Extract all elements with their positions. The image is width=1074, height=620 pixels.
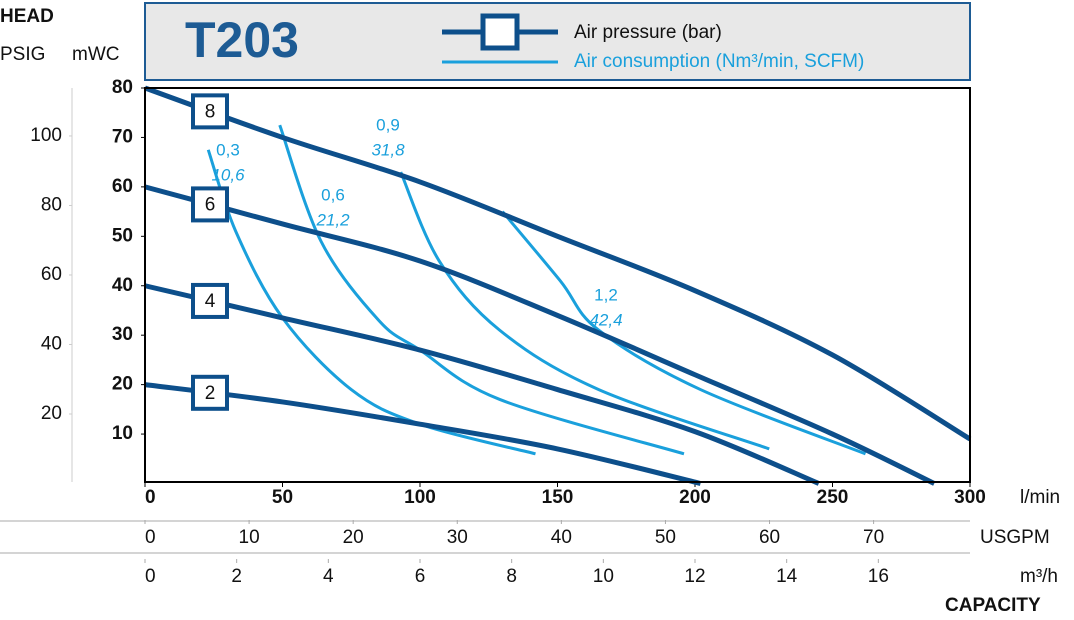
pressure-label: 2 xyxy=(205,383,216,404)
curve-label: 0,3 xyxy=(216,140,240,159)
y-tick-label: 50 xyxy=(112,225,133,246)
consumption-curve xyxy=(206,149,536,456)
x-tick-label: 50 xyxy=(272,487,293,508)
y2-tick-label: 20 xyxy=(41,403,62,424)
curve-label: 31,8 xyxy=(371,140,405,159)
consumption-curve xyxy=(278,124,685,456)
x2-tick-label: 16 xyxy=(868,566,889,587)
y-tick-label: 70 xyxy=(112,126,133,147)
consumption-curve xyxy=(399,171,770,451)
x2-tick-label: 10 xyxy=(593,566,614,587)
x-axis-label: USGPM xyxy=(980,527,1050,548)
x2-tick-label: 12 xyxy=(684,566,705,587)
pressure-curve xyxy=(144,382,702,486)
plot-area xyxy=(144,85,972,486)
plot-frame xyxy=(144,87,971,483)
x-axis-label: m³/h xyxy=(1020,566,1058,587)
pressure-curve xyxy=(144,184,936,486)
curve-label: 0,6 xyxy=(321,185,345,204)
x2-tick-label: 40 xyxy=(551,527,572,548)
x-axis-label: l/min xyxy=(1020,487,1060,508)
y-tick-label: 80 xyxy=(112,77,133,98)
y2-tick-label: 80 xyxy=(41,194,62,215)
x-tick-label: 150 xyxy=(542,487,574,508)
x2-tick-label: 10 xyxy=(239,527,260,548)
x2-tick-label: 0 xyxy=(145,527,156,548)
x-axis-title: CAPACITY xyxy=(945,595,1041,616)
y-tick-label: 40 xyxy=(112,275,133,296)
x2-tick-label: 50 xyxy=(655,527,676,548)
x2-tick-label: 20 xyxy=(343,527,364,548)
header-box xyxy=(144,2,971,81)
pressure-label-box xyxy=(191,282,229,319)
curve-label: 0,9 xyxy=(376,115,400,134)
x2-tick-label: 70 xyxy=(863,527,884,548)
legend-label: Air pressure (bar) xyxy=(574,22,722,43)
x2-tick-label: 8 xyxy=(506,566,517,587)
x2-tick-label: 2 xyxy=(231,566,242,587)
x-tick-label: 0 xyxy=(145,487,156,508)
y-axis-label: mWC xyxy=(72,44,119,65)
curve-label: 1,2 xyxy=(594,285,618,304)
curve-label: 10,6 xyxy=(211,165,245,184)
pressure-curve xyxy=(144,85,972,442)
x-tick-label: 200 xyxy=(679,487,711,508)
y-tick-label: 10 xyxy=(112,423,133,444)
y2-tick-label: 40 xyxy=(41,333,62,354)
y2-tick-label: 100 xyxy=(30,125,62,146)
x2-tick-label: 4 xyxy=(323,566,334,587)
x2-tick-label: 14 xyxy=(776,566,798,587)
curve-label: 42,4 xyxy=(589,310,622,329)
y2-axis-label: PSIG xyxy=(0,44,45,65)
x2-tick-label: 0 xyxy=(145,566,156,587)
x-tick-label: 100 xyxy=(404,487,436,508)
x2-tick-label: 30 xyxy=(447,527,468,548)
pressure-label: 4 xyxy=(205,291,216,312)
pressure-label-box xyxy=(191,374,229,411)
pressure-curve xyxy=(144,283,820,486)
chart-title: T203 xyxy=(185,12,299,68)
legend-marker xyxy=(480,13,520,51)
y-tick-label: 30 xyxy=(112,324,133,345)
y2-tick-label: 60 xyxy=(41,264,62,285)
pressure-label: 6 xyxy=(205,194,216,215)
x2-tick-label: 6 xyxy=(415,566,426,587)
legend-label: Air consumption (Nm³/min, SCFM) xyxy=(574,51,864,72)
y-tick-label: 60 xyxy=(112,176,133,197)
pressure-label-box xyxy=(191,93,229,130)
y-axis-title: HEAD xyxy=(0,6,54,27)
pressure-label: 8 xyxy=(205,101,216,122)
x-tick-label: 300 xyxy=(954,487,986,508)
curve-label: 21,2 xyxy=(315,210,350,229)
x2-tick-label: 60 xyxy=(759,527,780,548)
y-tick-label: 20 xyxy=(112,374,133,395)
x-tick-label: 250 xyxy=(817,487,849,508)
pressure-label-box xyxy=(191,186,229,223)
